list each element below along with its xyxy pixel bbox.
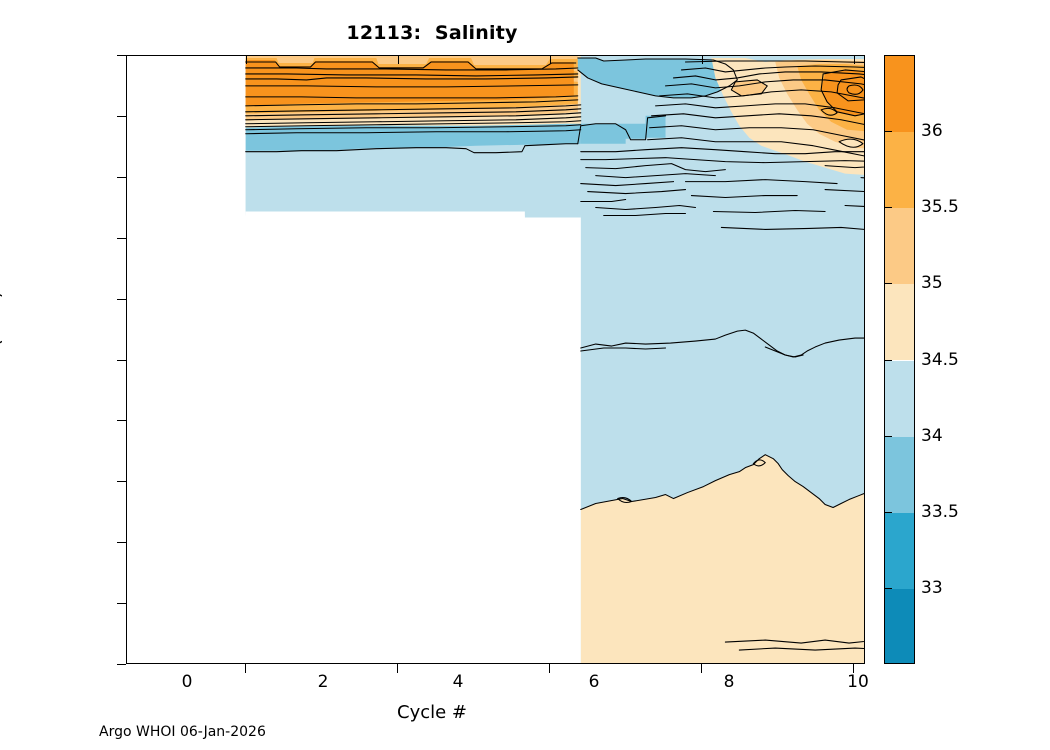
xtick-top-2 — [398, 56, 399, 64]
xtick-top-6 — [702, 56, 703, 64]
colorband-33.5-34 — [885, 436, 914, 513]
cbtick-34.5 — [884, 360, 892, 361]
xtick-top-4 — [550, 56, 551, 64]
ytick-1200 — [117, 420, 126, 421]
ytick-1600 — [117, 542, 126, 543]
cbtick-34 — [884, 436, 892, 437]
ytick-200 — [117, 116, 126, 117]
ytick-1400 — [117, 481, 126, 482]
cbtick-35.5 — [884, 207, 892, 208]
xtick-6 — [701, 664, 702, 673]
contour-plot-canvas — [127, 56, 864, 663]
ytick-2000 — [117, 664, 126, 665]
xtick-4 — [549, 664, 550, 673]
xtick-top-0 — [246, 56, 247, 64]
xtick-8 — [853, 664, 854, 673]
cblabel-36: 36 — [921, 121, 943, 141]
ytick-0 — [117, 55, 126, 56]
colorband-34-34.5 — [885, 360, 914, 437]
colorband-34.5-35 — [885, 284, 914, 361]
cblabel-34.5: 34.5 — [921, 350, 959, 370]
xtick-label-2: 2 — [317, 672, 329, 692]
ytick-1800 — [117, 603, 126, 604]
xtick-label-10: 10 — [847, 672, 869, 692]
xtick-label-0: 0 — [181, 672, 193, 692]
cblabel-34: 34 — [921, 426, 943, 446]
cbtick-33 — [884, 588, 892, 589]
ytick-600 — [117, 238, 126, 239]
ytick-1000 — [117, 360, 126, 361]
xtick-top-8 — [854, 56, 855, 64]
page-title: 12113: Salinity — [346, 22, 518, 44]
y-axis-label: Pressure (dbar) — [0, 291, 5, 429]
figure-footer: Argo WHOI 06-Jan-2026 — [99, 724, 266, 740]
ytick-400 — [117, 177, 126, 178]
colorband-33-33.5 — [885, 512, 914, 589]
colorband-35.5-36 — [885, 132, 914, 209]
plot-axes — [126, 55, 865, 664]
xtick-label-8: 8 — [723, 672, 735, 692]
cbtick-33.5 — [884, 512, 892, 513]
colorband-36plus — [885, 56, 914, 133]
xtick-label-6: 6 — [588, 672, 600, 692]
cblabel-33.5: 33.5 — [921, 502, 959, 522]
cblabel-35: 35 — [921, 273, 943, 293]
xtick-0 — [245, 664, 246, 673]
cblabel-33: 33 — [921, 578, 943, 598]
x-axis-label: Cycle # — [397, 702, 467, 723]
colorband-35-35.5 — [885, 208, 914, 285]
xtick-label-4: 4 — [452, 672, 464, 692]
colorbar — [884, 55, 915, 664]
cbtick-36 — [884, 131, 892, 132]
cbtick-35 — [884, 283, 892, 284]
ytick-800 — [117, 299, 126, 300]
xtick-2 — [397, 664, 398, 673]
cblabel-35.5: 35.5 — [921, 197, 959, 217]
colorband-below-33 — [885, 588, 914, 663]
